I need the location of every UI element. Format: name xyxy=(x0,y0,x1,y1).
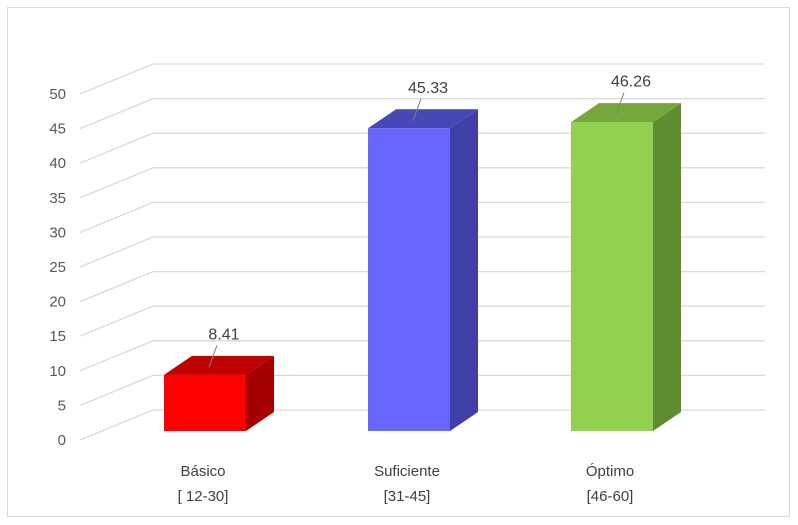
y-tick-label: 10 xyxy=(49,363,66,380)
bar-front-face xyxy=(164,374,246,431)
category-range-label: [46-60] xyxy=(587,488,634,505)
category-label: Suficiente xyxy=(374,463,440,480)
bar-side-face xyxy=(450,109,478,432)
gridline xyxy=(79,132,765,164)
gridline xyxy=(79,305,765,337)
gridline xyxy=(79,409,765,441)
y-tick-label: 45 xyxy=(49,121,66,138)
gridline xyxy=(79,167,765,199)
bar xyxy=(164,355,274,431)
bar-front-face xyxy=(571,122,653,432)
gridline xyxy=(79,270,765,303)
category-label: Óptimo xyxy=(586,463,634,480)
y-tick-label: 20 xyxy=(49,294,66,311)
y-tick-label: 0 xyxy=(58,432,66,449)
y-tick-label: 15 xyxy=(49,328,66,345)
data-label: 46.26 xyxy=(611,74,651,91)
bars xyxy=(164,103,681,432)
bar-top-face xyxy=(368,109,478,129)
y-tick-label: 40 xyxy=(49,155,66,172)
y-tick-label: 30 xyxy=(49,224,66,241)
y-axis-ticks: 0 5 10 15 20 25 30 35 40 45 50 xyxy=(49,86,66,449)
gridline xyxy=(79,236,765,268)
data-label-leader xyxy=(412,98,422,121)
gridline xyxy=(79,63,765,95)
category-labels: Básico [ 12-30] Suficiente [31-45] Óptimo [46… xyxy=(178,463,635,505)
data-label: 8.41 xyxy=(208,326,239,343)
bar xyxy=(571,103,681,432)
bar-side-face xyxy=(653,103,681,432)
category-range-label: [31-45] xyxy=(384,488,431,505)
bar xyxy=(368,109,478,432)
gridline xyxy=(79,97,765,130)
gridline xyxy=(79,340,765,372)
y-tick-label: 25 xyxy=(49,259,66,276)
bar-top-face xyxy=(571,103,681,123)
data-label-leader xyxy=(208,345,218,368)
data-label-leader xyxy=(615,92,625,115)
gridline xyxy=(79,374,765,407)
bar-front-face xyxy=(368,128,450,431)
data-label: 45.33 xyxy=(408,80,448,97)
y-tick-label: 50 xyxy=(49,86,66,103)
category-label: Básico xyxy=(180,463,225,480)
y-tick-label: 35 xyxy=(49,190,66,207)
bar-top-face xyxy=(164,355,274,375)
category-range-label: [ 12-30] xyxy=(178,488,229,505)
bar-side-face xyxy=(246,355,274,431)
y-tick-label: 5 xyxy=(58,397,66,414)
gridlines xyxy=(79,63,765,441)
gridline xyxy=(79,201,765,234)
data-labels: 8.41 45.33 46.26 xyxy=(208,74,651,368)
